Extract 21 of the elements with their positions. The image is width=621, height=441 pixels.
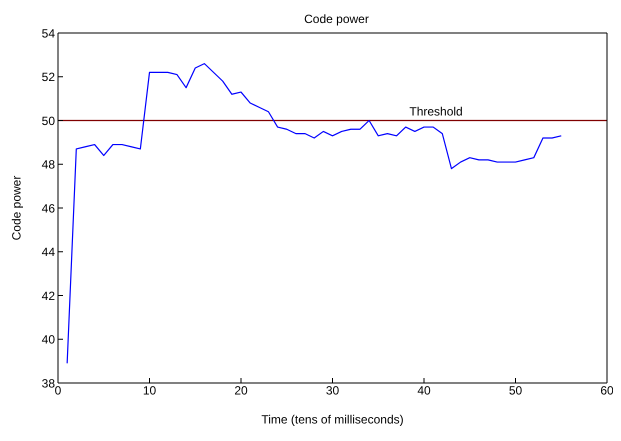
line-series xyxy=(66,63,562,364)
x-tick-label: 40 xyxy=(417,384,431,398)
y-tick-label: 52 xyxy=(42,70,56,84)
x-tick-label: 50 xyxy=(508,384,522,398)
x-tick-label: 60 xyxy=(600,384,614,398)
x-tick-label: 10 xyxy=(142,384,156,398)
y-tick-label: 44 xyxy=(42,245,56,260)
x-tick-label: 30 xyxy=(326,384,340,398)
y-tick-label: 42 xyxy=(42,288,56,303)
x-axis-title: Time (tens of milliseconds) xyxy=(261,412,404,427)
x-tick-label: 20 xyxy=(234,384,248,398)
y-tick-label: 48 xyxy=(42,158,56,172)
y-tick-label: 38 xyxy=(42,376,56,390)
y-tick-label: 54 xyxy=(42,26,56,40)
y-tick-label: 46 xyxy=(42,201,56,216)
chart-title: Code power xyxy=(303,12,370,26)
y-tick-label: 50 xyxy=(42,114,56,128)
y-tick-label: 40 xyxy=(42,332,56,347)
y-axis-title: Code power xyxy=(9,176,24,240)
x-tick-label: 0 xyxy=(54,384,62,398)
ref-line-label: Threshold xyxy=(409,104,463,118)
